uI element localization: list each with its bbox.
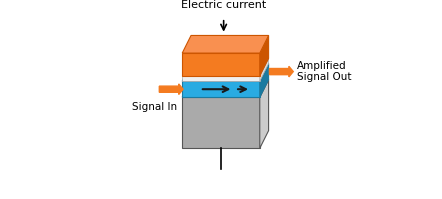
Polygon shape [182,97,260,148]
Polygon shape [182,58,269,76]
FancyArrow shape [270,66,293,77]
FancyArrow shape [159,84,183,95]
Polygon shape [182,81,260,97]
Polygon shape [260,80,269,148]
Polygon shape [260,64,269,97]
Polygon shape [182,35,269,53]
Text: Electric current: Electric current [181,0,266,10]
Text: Amplified
Signal Out: Amplified Signal Out [297,61,351,82]
Polygon shape [260,35,269,76]
Polygon shape [182,76,260,81]
Polygon shape [182,80,269,97]
Text: Signal In: Signal In [132,102,178,112]
Polygon shape [182,53,260,76]
Polygon shape [182,64,269,81]
Polygon shape [260,58,269,81]
